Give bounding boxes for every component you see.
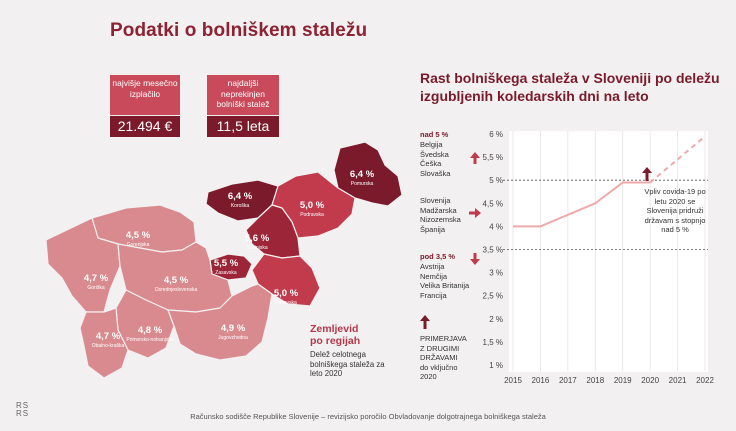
map-region <box>333 141 403 207</box>
map-region-value: 4,7 % <box>96 331 121 342</box>
map-region-value: 4,5 % <box>164 275 189 286</box>
x-tick-label: 2016 <box>532 376 550 385</box>
list-item: Avstrija <box>420 262 445 271</box>
list-item: Nemčija <box>420 271 448 281</box>
map-heading-line1: Zemljevid <box>310 323 359 335</box>
x-tick-label: 2017 <box>559 376 577 385</box>
note-line: do vključno <box>420 362 458 372</box>
list-item: Slovaška <box>420 168 451 178</box>
kpi-longest-leave-label: najdaljši neprekinjen bolniški stalež <box>207 75 279 115</box>
footer: Računsko sodišče Republike Slovenije – r… <box>190 412 546 421</box>
map-region-value: 4,5 % <box>126 230 151 241</box>
map-region-name: Posavska <box>275 300 297 306</box>
note-line: 2020 <box>420 372 437 382</box>
kpi-max-payment-value: 21.494 € <box>110 116 180 137</box>
map-region-name: Primorsko-notranjska <box>126 337 173 343</box>
map-region <box>45 217 121 313</box>
arrow-right-icon <box>469 208 481 218</box>
map-region-name: Koroška <box>231 203 250 209</box>
group-middle: Slovenija Madžarska Nizozemska Španija <box>420 196 490 234</box>
y-tick-label: 5,5 % <box>483 153 503 162</box>
group-head: nad 5 % <box>420 130 449 139</box>
map-region-name: Obalno-kraška <box>92 343 125 349</box>
logo-line1: RS <box>16 401 30 410</box>
map-region <box>251 253 321 307</box>
list-item: Velika Britanija <box>420 281 470 291</box>
arrow-down-icon <box>470 253 480 265</box>
map-region-value: 4,9 % <box>221 323 246 334</box>
y-tick-label: 3,5 % <box>483 246 503 255</box>
logo: RS RS <box>16 402 29 418</box>
y-tick-label: 4 % <box>489 222 503 231</box>
map-region-value: 5,6 % <box>245 233 270 244</box>
y-tick-label: 2,5 % <box>483 292 503 301</box>
x-tick-label: 2018 <box>586 376 604 385</box>
x-tick-label: 2022 <box>696 376 714 385</box>
covid-annotation: Vpliv covida-19 po letu 2020 se Slovenij… <box>644 187 706 235</box>
map-heading: Zemljevid po regijah <box>310 323 360 347</box>
y-tick-label: 3 % <box>489 269 503 278</box>
map-region-name: Pomurska <box>351 181 374 187</box>
map-heading-line2: po regijah <box>310 335 361 347</box>
map-region <box>79 307 129 379</box>
y-tick-label: 4,5 % <box>483 199 503 208</box>
x-tick-label: 2021 <box>669 376 687 385</box>
kpi-longest-leave-value: 11,5 leta <box>207 116 279 137</box>
list-item: Madžarska <box>420 205 457 215</box>
map-region-value: 6,4 % <box>350 169 375 180</box>
series-line <box>513 181 651 228</box>
map-region-name: Gorenjska <box>127 242 150 248</box>
map-region-value: 4,8 % <box>138 325 163 336</box>
y-tick-label: 2 % <box>489 315 503 324</box>
note-line: PRIMERJAVA <box>420 334 467 343</box>
x-tick-label: 2020 <box>641 376 659 385</box>
y-tick-label: 1,5 % <box>483 338 503 347</box>
map-region-name: Podravska <box>300 212 324 218</box>
y-tick-label: 1 % <box>489 361 503 370</box>
map-region-value: 6,4 % <box>228 191 253 202</box>
x-tick-label: 2015 <box>504 376 522 385</box>
plot-area <box>509 131 708 372</box>
page-title: Podatki o bolniškem staležu <box>110 20 368 41</box>
note-line: DRŽAVAMI <box>420 353 458 363</box>
group-above-5: nad 5 % Belgija Švedska Češka Slovaška <box>420 130 490 178</box>
map-region-name: Osrednjeslovenska <box>155 287 198 293</box>
note-arrow-up-icon <box>420 315 430 329</box>
x-tick-label: 2019 <box>614 376 632 385</box>
list-item: Nizozemska <box>420 215 461 225</box>
y-tick-label: 6 % <box>489 130 503 139</box>
list-item: Slovenija <box>420 196 451 205</box>
comparison-note: PRIMERJAVA Z DRUGIMI DRŽAVAMI do vključn… <box>420 334 480 382</box>
map-region-name: Zasavska <box>215 270 237 276</box>
logo-line2: RS <box>16 409 30 418</box>
group-head: pod 3,5 % <box>420 252 456 261</box>
map-region <box>167 283 273 361</box>
list-item: Španija <box>420 224 446 234</box>
map-region-value: 5,0 % <box>300 200 325 211</box>
list-item: Švedska <box>420 149 449 159</box>
annotation-arrow-up-icon <box>642 167 652 181</box>
list-item: Češka <box>420 159 442 169</box>
arrow-up-icon <box>470 152 480 164</box>
y-tick-label: 5 % <box>489 176 503 185</box>
group-below-3-5: pod 3,5 % Avstrija Nemčija Velika Britan… <box>420 252 490 300</box>
map-region-name: Goriška <box>87 285 104 291</box>
list-item: Francija <box>420 290 447 300</box>
list-item: Belgija <box>420 140 443 149</box>
map-region-value: 5,0 % <box>274 288 299 299</box>
chart-title: Rast bolniškega staleža v Sloveniji po d… <box>420 70 720 104</box>
kpi-max-payment-label: najvišje mesečno izplačilo <box>110 75 180 115</box>
map-description: Delež celotnega bolniškega staleža za le… <box>310 350 385 378</box>
map-region-value: 5,5 % <box>214 258 239 269</box>
map-region-name: Jugovzhodna <box>218 335 248 341</box>
map-region-name: Savinjska <box>246 245 268 251</box>
comparison-arrows <box>469 152 481 265</box>
note-line: Z DRUGIMI <box>420 343 460 353</box>
series-line <box>649 135 706 184</box>
map-region-value: 4,7 % <box>84 273 109 284</box>
